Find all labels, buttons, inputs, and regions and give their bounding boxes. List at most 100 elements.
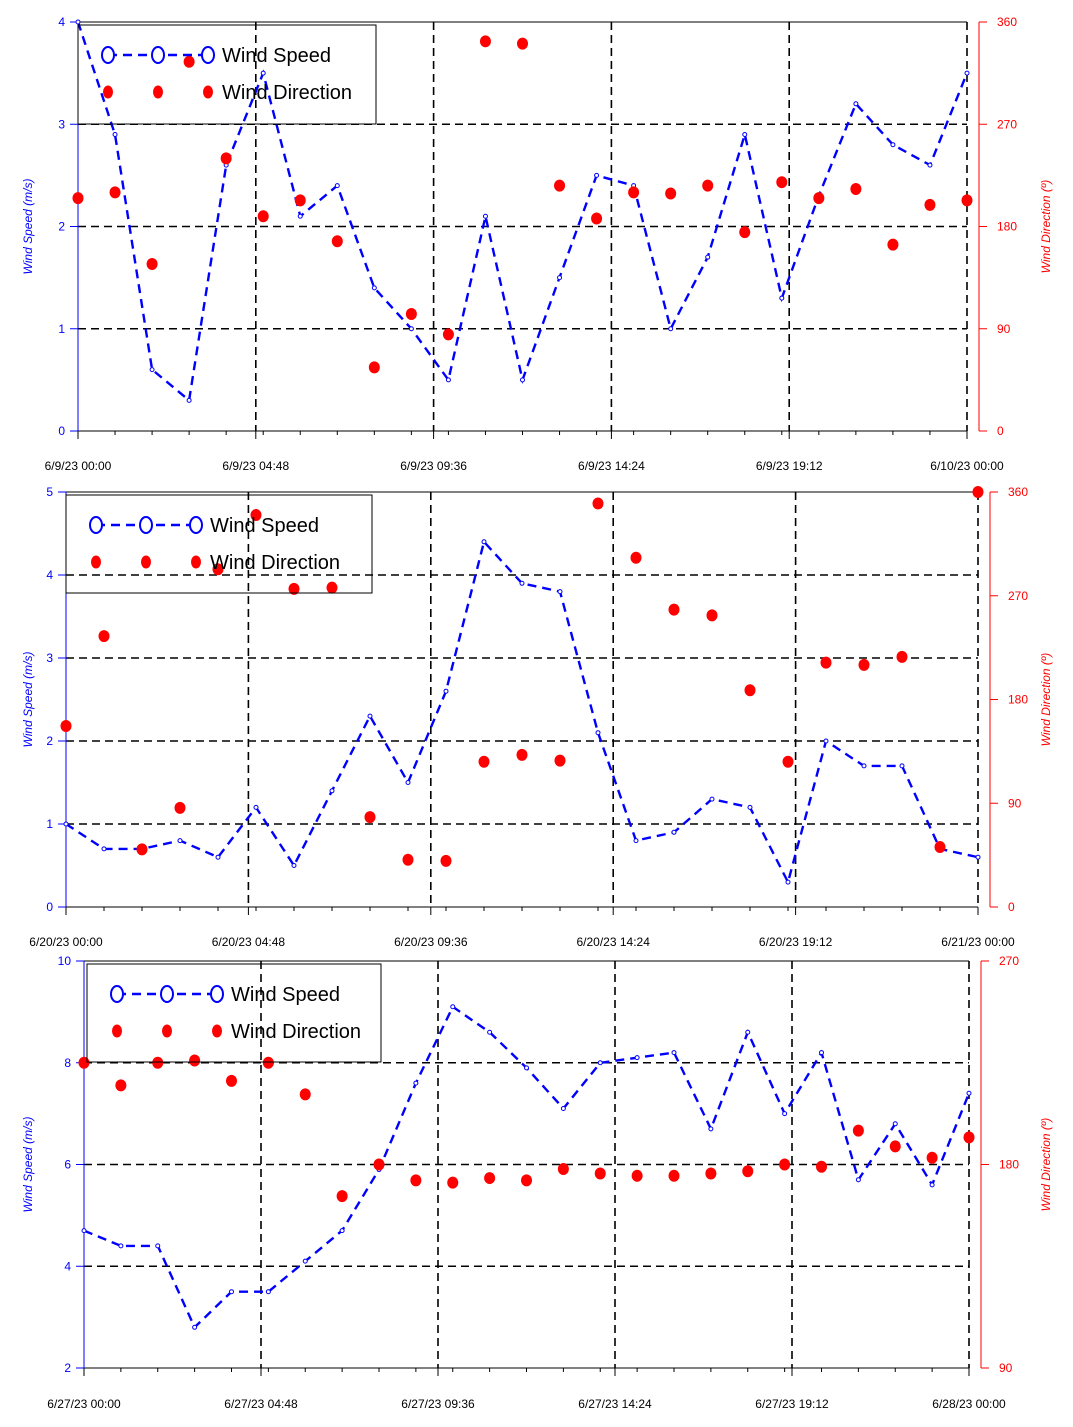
wind-direction-point [706,609,718,622]
wind-direction-point [742,1165,754,1178]
wind-direction-point [250,509,262,522]
x-tick-label: 6/9/23 04:48 [222,459,289,473]
wind-direction-point [373,1158,385,1171]
wind-speed-point [705,254,711,260]
left-tick-label: 4 [58,15,65,29]
wind-speed-point [265,1289,271,1295]
wind-speed-point [595,730,601,736]
legend-label-speed: Wind Speed [231,984,340,1006]
legend-speed-marker [189,516,203,534]
wind-direction-point [364,811,376,824]
wind-speed-point [597,1060,603,1066]
wind-speed-point [297,213,303,219]
wind-speed-point [408,326,414,332]
wind-speed-point [853,101,859,107]
wind-direction-point [934,841,946,854]
wind-direction-point [554,754,566,767]
wind-speed-point [708,1126,714,1132]
legend-direction-marker [153,85,163,99]
wind-direction-point [152,1056,164,1069]
wind-direction-point [402,853,414,866]
x-tick-label: 6/28/23 00:00 [932,1397,1006,1411]
legend-label-direction: Wind Direction [231,1021,361,1043]
wind-direction-point [926,1151,938,1164]
x-tick-label: 6/27/23 19:12 [755,1397,829,1411]
x-tick-label: 6/20/23 19:12 [759,935,833,949]
wind-direction-point [405,307,417,320]
x-tick-label: 6/27/23 00:00 [47,1397,121,1411]
wind-speed-point [742,131,748,137]
right-tick-label: 360 [997,15,1017,29]
x-tick-label: 6/20/23 09:36 [394,935,468,949]
wind-direction-point [889,1140,901,1153]
legend-direction-marker [191,555,201,569]
wind-speed-point [481,539,487,545]
wind-speed-point [413,1080,419,1086]
wind-speed-point [557,589,563,595]
chart-panel-3: 6/27/23 00:00 6/27/23 04:48 6/27/23 09:36 6… [21,954,1053,1411]
wind-direction-point [146,257,158,270]
wind-speed-point [450,1004,456,1010]
wind-direction-point [852,1124,864,1137]
x-tick-label: 6/20/23 00:00 [29,935,103,949]
right-axis-title: Wind Direction (º) [1039,1118,1053,1212]
wind-speed-point [668,326,674,332]
left-tick-label: 4 [46,568,53,582]
legend: Wind Speed Wind Direction [65,494,373,594]
wind-speed-point [487,1029,493,1035]
wind-direction-point [60,720,72,733]
x-tick-label: 6/9/23 00:00 [45,459,112,473]
wind-speed-point [215,854,221,860]
wind-speed-point [101,846,107,852]
wind-speed-point [594,172,600,178]
legend-box [86,963,382,1063]
left-axis-title: Wind Speed (m/s) [21,652,35,748]
wind-direction-point [183,55,195,68]
wind-direction-point [257,210,269,223]
wind-direction-point [294,194,306,207]
wind-speed-point [560,1106,566,1112]
wind-speed-point [899,763,905,769]
wind-direction-point [288,582,300,595]
left-tick-label: 1 [46,817,53,831]
right-tick-label: 270 [1008,589,1028,603]
left-tick-label: 2 [58,220,65,234]
wind-speed-point [785,879,791,885]
wind-direction-point [705,1167,717,1180]
wind-speed-point [966,1090,972,1096]
legend-speed-marker [160,985,174,1003]
wind-speed-point [177,838,183,844]
right-tick-label: 90 [999,1361,1013,1375]
left-tick-label: 0 [58,424,65,438]
wind-direction-point [592,497,604,510]
x-tick-label: 6/27/23 09:36 [401,1397,475,1411]
wind-speed-point [929,1182,935,1188]
wind-speed-point [890,142,896,148]
wind-direction-point [72,192,84,205]
wind-direction-point [554,179,566,192]
legend-label-speed: Wind Speed [210,515,319,537]
wind-direction-point [924,198,936,211]
wind-speed-point [63,821,69,827]
x-tick-label: 6/9/23 14:24 [578,459,645,473]
wind-speed-point [445,377,451,383]
legend-direction-marker [203,85,213,99]
wind-direction-point [479,35,491,48]
legend-label-speed: Wind Speed [222,45,331,67]
right-tick-label: 90 [997,322,1011,336]
wind-speed-point [118,1243,124,1249]
right-axis-title: Wind Direction (º) [1039,653,1053,747]
wind-speed-point [855,1177,861,1183]
wind-direction-point [858,658,870,671]
right-axis-title: Wind Direction (º) [1039,180,1053,274]
legend-label-direction: Wind Direction [210,552,340,574]
legend-direction-marker [141,555,151,569]
wind-speed-point [823,738,829,744]
left-tick-label: 1 [58,322,65,336]
wind-speed-point [291,863,297,868]
wind-speed-point [671,829,677,835]
wind-speed-point [892,1121,898,1127]
x-tick-label: 6/9/23 19:12 [756,459,823,473]
wind-direction-point [516,748,528,761]
